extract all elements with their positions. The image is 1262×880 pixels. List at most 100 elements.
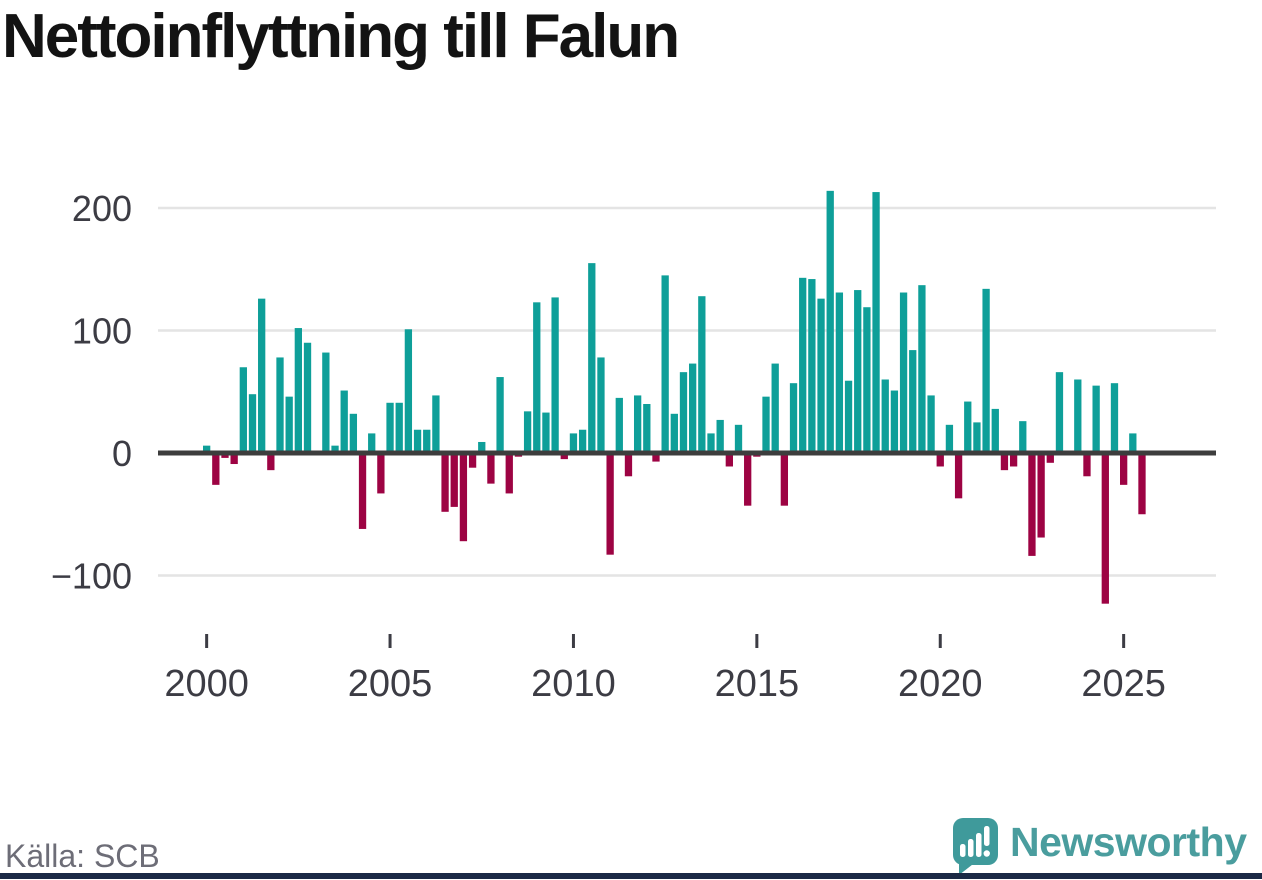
x-tick-mark [571,634,575,648]
bar [1037,453,1045,538]
bar [349,413,358,453]
bar [468,453,477,468]
bar [267,453,275,471]
bar [899,292,908,453]
bar [1009,453,1018,467]
bar [909,350,917,453]
y-tick-label: 100 [72,311,132,352]
bar [652,453,660,462]
bar [771,363,779,453]
bar [633,395,642,454]
bar [413,429,422,454]
bar [368,433,376,453]
newsworthy-brand: Newsworthy [950,815,1262,875]
bar [799,277,807,453]
x-tick-label: 2000 [164,663,249,705]
bar [322,352,330,453]
bar [1028,453,1036,556]
bar [918,285,926,453]
bar [276,357,284,453]
bar [716,419,724,454]
bar [964,401,972,453]
bar [624,453,633,477]
bar [212,453,220,485]
bar [808,279,816,453]
page-title: Nettoinflyttning till Falun [2,2,680,71]
bar [725,453,733,467]
bar [239,367,247,453]
bar [248,394,257,453]
x-tick-mark [205,634,209,648]
bar [258,298,266,453]
bar [780,453,789,506]
bar [615,397,623,454]
bar [872,192,880,453]
bar [358,453,367,529]
bar [1129,433,1137,453]
bar [505,453,513,494]
bar [1046,453,1054,463]
bar [404,329,413,453]
bar [386,402,394,454]
bar [606,453,614,555]
bar [927,395,935,454]
gridlines [158,206,1216,577]
bar [661,275,669,454]
bar [762,396,770,453]
bar [982,288,990,453]
bar [1019,421,1027,453]
bar-chart: 200 100 0 −100 2000 2005 2010 2015 2020 … [51,188,1216,705]
bar [991,408,999,453]
x-tick-mark [755,634,759,648]
bar [890,390,899,454]
newsworthy-logo-icon [953,818,998,875]
source-note: Källa: SCB [5,838,160,874]
y-axis-labels: 200 100 0 −100 [51,188,132,597]
bar [789,383,798,454]
bar [1083,453,1091,477]
bar [230,453,238,465]
bar [835,292,844,453]
bar [1110,383,1119,454]
x-axis-labels: 2000 2005 2010 2015 2020 2025 [164,663,1166,705]
bar [744,453,752,506]
bar [734,424,743,453]
bar [643,404,651,453]
bar [936,453,944,467]
bar [423,429,431,454]
bar [478,441,486,454]
bar [844,380,853,453]
bar [588,263,596,454]
footer-strip [0,873,1262,879]
x-tick-mark [938,634,942,648]
bar [523,411,532,453]
bar [569,433,578,453]
bar [679,372,688,453]
bar [954,453,963,499]
bar [560,453,568,460]
bar [1000,453,1009,471]
bar [1138,453,1146,515]
bar [294,328,302,453]
bar [1074,379,1082,453]
bar [551,297,559,453]
bar [459,453,468,542]
bar [863,307,871,453]
y-tick-label: −100 [51,556,132,597]
bar [395,402,403,454]
bar [854,290,862,453]
bar [496,377,504,453]
bar [331,445,339,453]
bar [340,390,348,454]
bar [973,422,981,454]
bar [670,413,678,453]
newsworthy-wordmark: Newsworthy [1010,819,1247,865]
bar [450,453,458,507]
bar [597,357,605,453]
x-tick-mark [388,634,392,648]
bar [1055,372,1064,453]
bar [881,379,889,453]
x-tick-label: 2020 [898,663,983,705]
bar [1120,453,1128,485]
y-tick-label: 200 [72,188,132,229]
